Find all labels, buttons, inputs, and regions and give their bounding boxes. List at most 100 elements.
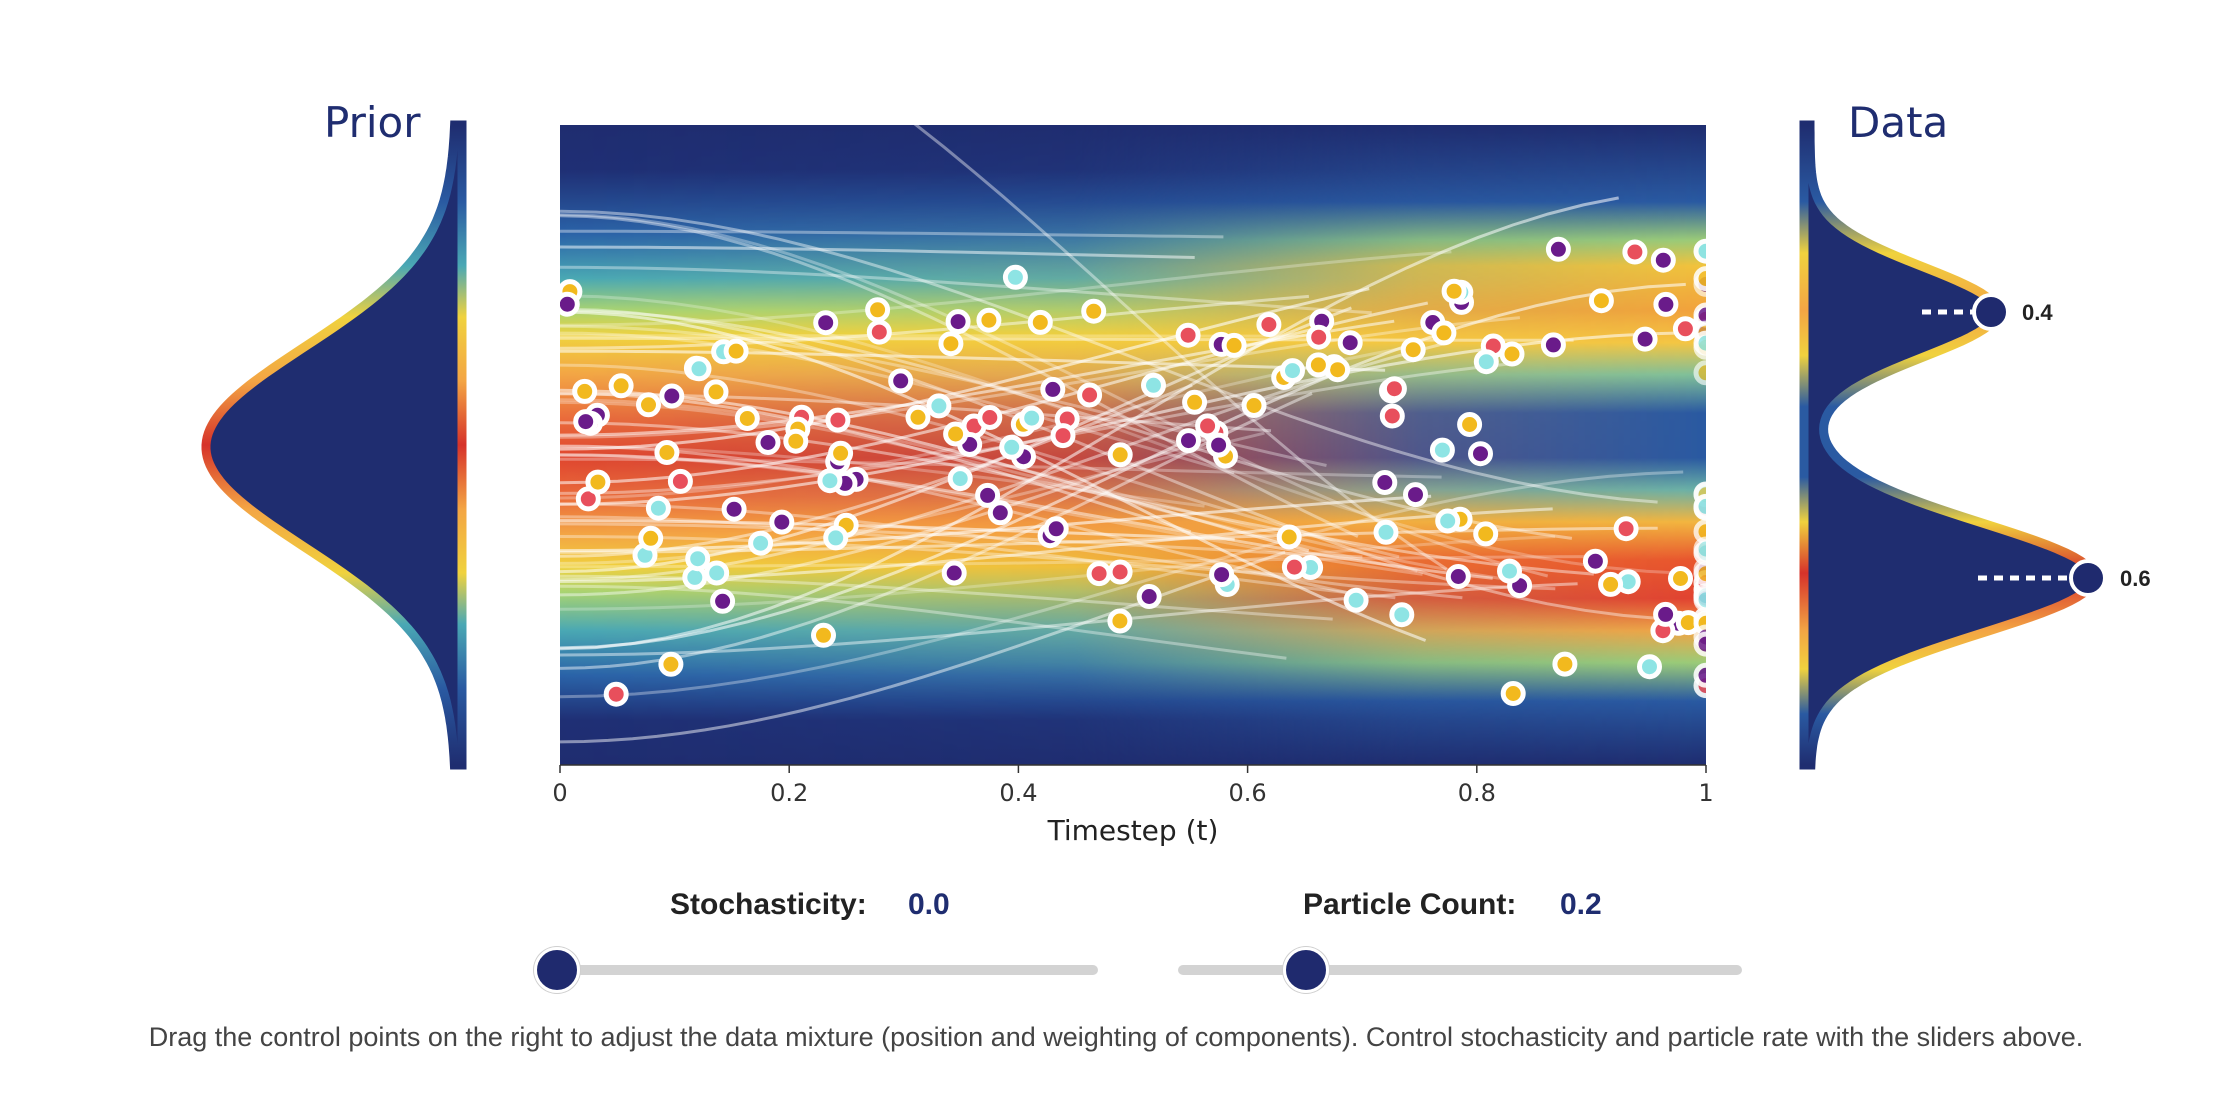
particle	[1043, 516, 1069, 542]
particle	[1545, 236, 1571, 262]
particle	[1637, 654, 1662, 680]
particle	[811, 622, 836, 648]
particle	[1693, 330, 1706, 356]
trajectory-line	[560, 522, 1363, 559]
particle-count-slider[interactable]	[1178, 947, 1742, 993]
trajectory-line	[560, 555, 1586, 569]
particle	[1389, 602, 1415, 628]
particle	[769, 509, 795, 535]
particle	[1195, 413, 1221, 439]
particle	[945, 309, 971, 335]
trajectory-line	[560, 453, 1493, 580]
particle	[947, 466, 973, 492]
trajectory-line	[560, 294, 1684, 575]
particle	[667, 468, 693, 494]
particle	[573, 409, 599, 435]
trajectory-line	[560, 582, 1578, 657]
particle	[686, 356, 712, 382]
particle	[1693, 587, 1706, 613]
particle	[1176, 428, 1201, 454]
particle	[976, 307, 1002, 333]
particle	[658, 651, 684, 677]
trajectory-line	[560, 196, 1619, 651]
trajectory-line	[560, 519, 1235, 541]
trajectory-line	[560, 550, 1286, 744]
x-axis-title: Timestep (t)	[1047, 814, 1219, 847]
trajectory-line	[560, 250, 1452, 327]
particle	[1209, 562, 1235, 588]
control-point-upper[interactable]: 0.4	[1922, 293, 2053, 331]
x-tick-label: 0.4	[999, 779, 1037, 807]
particle	[1040, 376, 1066, 402]
particle	[1136, 584, 1162, 609]
prior-title: Prior	[324, 98, 421, 147]
particle	[817, 468, 843, 494]
particle	[560, 291, 580, 317]
trajectory-line	[560, 310, 1427, 642]
particle	[1441, 278, 1467, 304]
particle	[1107, 559, 1133, 585]
particle-count-slider-thumb[interactable]	[1282, 947, 1329, 993]
particle	[1305, 352, 1331, 378]
instructions-text: Drag the control points on the right to …	[148, 1022, 2084, 1052]
x-tick-label: 1	[1698, 779, 1713, 807]
particle	[1019, 405, 1045, 431]
particle	[1381, 376, 1407, 402]
stochasticity-slider-thumb[interactable]	[534, 947, 580, 993]
particle	[1372, 470, 1398, 495]
particle	[645, 495, 671, 521]
particle	[1693, 360, 1706, 386]
particle	[685, 546, 711, 572]
particle	[987, 500, 1013, 526]
x-tick-label: 0.6	[1229, 779, 1267, 807]
particle	[975, 482, 1001, 508]
stochasticity-slider[interactable]	[534, 947, 1098, 993]
particle	[938, 331, 964, 357]
trajectory-line	[560, 349, 1386, 372]
particle	[783, 428, 809, 454]
trajectory-line	[560, 336, 1574, 342]
particle	[1281, 554, 1307, 580]
particle	[866, 319, 892, 345]
particle	[1457, 412, 1483, 437]
particle	[723, 338, 749, 364]
stochasticity-label: Stochasticity:	[670, 888, 867, 921]
particle	[704, 560, 730, 586]
particle	[905, 404, 931, 430]
particle	[1077, 382, 1103, 408]
particle	[1182, 389, 1208, 415]
particle	[1141, 372, 1166, 398]
particle	[1468, 441, 1493, 467]
particle	[1622, 239, 1648, 265]
data-density-curve	[1799, 120, 2099, 770]
particle-count-slider-track[interactable]	[1178, 965, 1742, 975]
particle	[1693, 238, 1706, 264]
particle	[1582, 548, 1608, 574]
trajectory-line	[913, 125, 1448, 571]
particle	[1693, 519, 1706, 545]
stochasticity-slider-track[interactable]	[554, 965, 1098, 975]
prior-distribution	[201, 120, 467, 770]
trajectory-line	[560, 294, 1310, 350]
flow-heatmap	[560, 125, 1706, 765]
particle	[1276, 524, 1302, 550]
particle	[999, 434, 1025, 460]
x-axis: 0 0.2 0.4 0.6 0.8 1 Timestep (t)	[552, 764, 1714, 847]
trajectory-line	[560, 438, 1206, 597]
particle	[748, 530, 774, 556]
particle	[1540, 332, 1566, 358]
prior-density-curve	[201, 120, 467, 770]
control-point-lower[interactable]: 0.6	[1978, 559, 2151, 597]
particle	[865, 297, 891, 323]
particle	[1598, 571, 1624, 597]
particle	[1107, 442, 1133, 468]
particle	[1280, 358, 1305, 384]
trajectory-line	[560, 502, 1463, 600]
trajectory-line	[560, 287, 1370, 451]
particle	[1552, 651, 1578, 677]
particle	[1588, 288, 1614, 314]
particle	[572, 378, 598, 404]
trajectory-line	[560, 584, 1287, 660]
particle	[1050, 423, 1076, 449]
